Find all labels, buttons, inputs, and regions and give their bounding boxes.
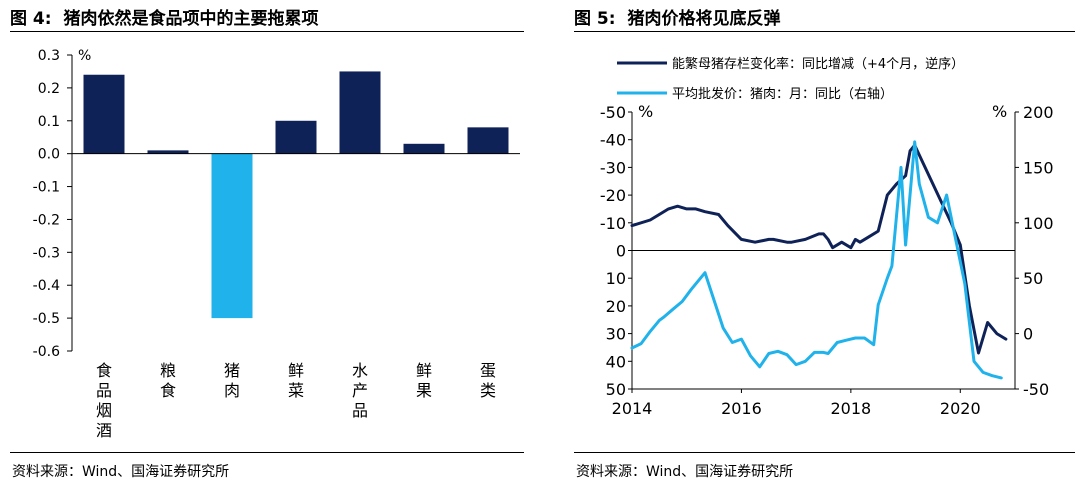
left-y-tick-label: 0.0: [38, 147, 60, 163]
right-line-chart: 能繁母猪存栏变化率：同比增减（+4个月，逆序） 平均批发价：猪肉：月：同比（右轴）…: [600, 56, 1054, 418]
left-category-label: 粮: [160, 361, 176, 380]
left-y-tick-label: -0.2: [33, 212, 60, 228]
right-chart-left-tick-label: -40: [600, 131, 626, 150]
right-chart-left-tick-label: 50: [606, 380, 626, 399]
left-y-tick-label: 0.3: [38, 48, 60, 64]
left-category-label: 果: [416, 381, 432, 400]
left-category-label: 蛋: [480, 361, 496, 380]
right-chart-left-tick-label: -30: [600, 158, 626, 177]
left-category-label: 猪: [224, 361, 240, 380]
left-category-label: 鲜: [416, 361, 432, 380]
left-y-tick-label: 0.1: [38, 114, 60, 130]
left-bar: [275, 120, 317, 154]
right-left-unit-label: %: [638, 102, 653, 121]
left-category-label: 食: [96, 361, 112, 380]
right-chart-x-tick-label: 2020: [940, 399, 981, 418]
right-legend: 能繁母猪存栏变化率：同比增减（+4个月，逆序） 平均批发价：猪肉：月：同比（右轴）: [617, 56, 964, 102]
right-chart-x-tick-label: 2016: [721, 399, 762, 418]
left-title-text: 猪肉依然是食品项中的主要拖累项: [63, 9, 319, 29]
left-bar: [467, 127, 509, 154]
left-category-label: 食: [160, 381, 176, 400]
right-source-rule: [574, 452, 1075, 453]
right-chart-left-tick-label: -50: [600, 103, 626, 122]
left-y-tick-label: 0.2: [38, 81, 60, 97]
left-y-tick-label: -0.5: [33, 311, 60, 327]
right-chart-left-tick-label: 30: [606, 325, 626, 344]
legend-label: 能繁母猪存栏变化率：同比增减（+4个月，逆序）: [672, 56, 964, 72]
right-figure-title: 图 5: 猪肉价格将见底反弹: [574, 4, 780, 29]
left-bar: [147, 150, 189, 154]
right-chart-left-tick-label: -10: [600, 214, 626, 233]
left-title-rule: [10, 31, 524, 32]
right-source-note: 资料来源：Wind、国海证券研究所: [576, 464, 794, 480]
left-figure-title: 图 4: 猪肉依然是食品项中的主要拖累项: [10, 4, 318, 29]
left-category-label: 水: [352, 361, 368, 380]
left-bar: [211, 153, 253, 319]
left-bar: [83, 74, 125, 154]
right-chart-left-tick-label: 10: [606, 269, 626, 288]
left-category-label: 品: [352, 401, 368, 420]
right-right-unit-label: %: [992, 102, 1007, 121]
left-category-label: 酒: [96, 421, 112, 440]
left-y-tick-label: -0.1: [33, 180, 60, 196]
left-category-label: 鲜: [288, 361, 304, 380]
left-figure-label: 图 4:: [10, 9, 52, 29]
pork-price-series-line: [630, 140, 1003, 380]
left-category-label: 产: [352, 381, 368, 400]
right-chart-right-tick-label: 200: [1023, 103, 1054, 122]
right-title-text: 猪肉价格将见底反弹: [627, 9, 781, 29]
left-category-label: 烟: [96, 401, 112, 420]
right-chart-right-tick-label: 150: [1023, 158, 1054, 177]
left-y-tick-label: -0.6: [33, 344, 60, 360]
right-chart-left-tick-label: 40: [606, 352, 626, 371]
left-bar: [339, 71, 381, 154]
right-chart-right-tick-label: 100: [1023, 214, 1054, 233]
right-chart-x-tick-label: 2014: [612, 399, 653, 418]
left-source-rule: [10, 452, 524, 453]
left-bar: [403, 143, 445, 154]
right-chart-left-tick-label: 0: [616, 242, 626, 261]
right-title-rule: [574, 31, 1075, 32]
left-category-label: 品: [96, 381, 112, 400]
sow-inventory-series-line: [630, 143, 1008, 355]
right-chart-right-tick-label: 50: [1023, 269, 1043, 288]
left-category-label: 菜: [288, 381, 304, 400]
left-y-tick-label: -0.3: [33, 245, 60, 261]
left-category-label: 类: [480, 381, 496, 400]
right-chart-x-tick-label: 2018: [830, 399, 871, 418]
legend-label: 平均批发价：猪肉：月：同比（右轴）: [672, 86, 893, 102]
right-chart-left-tick-label: 20: [606, 297, 626, 316]
right-chart-right-tick-label: -50: [1023, 380, 1049, 399]
left-category-label: 肉: [224, 381, 240, 400]
left-unit-label: %: [78, 48, 91, 64]
left-source-note: 资料来源：Wind、国海证券研究所: [12, 464, 230, 480]
right-chart-left-tick-label: -20: [600, 186, 626, 205]
right-chart-right-tick-label: 0: [1023, 325, 1033, 344]
left-y-tick-label: -0.4: [33, 278, 60, 294]
right-figure-label: 图 5:: [574, 9, 616, 29]
left-bar-chart: 0.30.20.10.0-0.1-0.2-0.3-0.4-0.5-0.6 食品烟…: [33, 48, 520, 440]
